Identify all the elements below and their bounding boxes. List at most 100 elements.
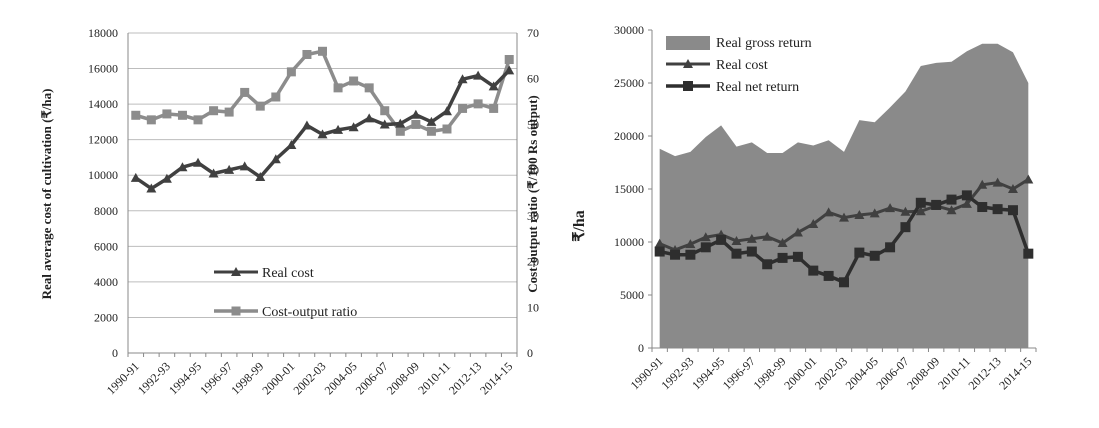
y-tick-label: 2000 [94,310,118,324]
x-tick-label: 2008-09 [904,354,942,392]
real-cost-point [946,205,957,215]
real-cost-point [992,177,1003,187]
real-net-return-point [762,259,773,270]
cost-output-ratio-point [318,46,327,56]
real-cost-point [504,65,515,75]
x-tick-label: 2004-05 [843,354,881,392]
real-cost-point [130,172,141,182]
x-tick-label: 2012-13 [966,354,1004,392]
real-cost-point [762,231,773,241]
real-cost-point [379,119,390,129]
real-cost-point [654,238,665,248]
y2-tick-label: 0 [527,346,533,360]
real-cost-point [457,74,468,84]
x-tick-label: 1998-99 [750,354,788,392]
real-cost-point [1023,174,1034,184]
real-net-return-point [700,242,711,253]
real-net-return-point [977,202,988,213]
real-net-return-point [670,249,681,260]
cost-output-ratio-point [146,115,156,125]
left-chart-x-ticks: 1990-911992-931994-951996-971998-992000-… [104,359,516,397]
real-cost-point [317,129,328,139]
real-cost-point [333,124,344,134]
cost-output-ratio-point [380,106,390,116]
real-net-return-point [685,249,696,260]
cost-output-ratio-point [426,126,436,136]
cost-output-ratio-point [271,92,281,102]
cost-output-ratio-point [349,76,359,86]
real-cost-point [915,206,926,216]
left-chart-axes [127,33,518,357]
x-tick-label: 2006-07 [353,359,391,397]
x-tick-label: 1992-93 [658,354,696,392]
y-tick-label: 4000 [94,275,118,289]
cost-output-ratio-point [131,110,141,120]
legend-swatch-marker [231,306,241,316]
real-cost-point [286,140,297,149]
real-cost-point [239,161,250,171]
real-net-return-point [885,242,896,253]
real-net-return-point [731,248,742,259]
legend-entry-cost-output-ratio [214,306,258,316]
legend-entry-real-cost-right [666,59,710,68]
cost-output-ratio-point [442,124,452,134]
real-cost-point [731,235,742,245]
series-area-real-gross-return [659,43,1029,348]
legend-label-real-gross-return: Real gross return [716,36,812,51]
x-tick-label: 2014-15 [996,354,1034,392]
y2-tick-label: 40 [527,163,539,177]
real-cost-point [488,81,499,91]
y2-tick-label: 30 [527,209,539,223]
x-tick-label: 2010-11 [415,359,453,397]
real-net-return-point [1007,205,1018,216]
real-cost-point [473,70,484,80]
real-cost-point [395,118,406,128]
y-tick-label: 20000 [614,129,644,143]
y-tick-label: 15000 [614,182,644,196]
x-tick-label: 2004-05 [322,359,360,397]
legend-swatch-marker [683,81,693,91]
real-cost-point [146,183,157,193]
cost-output-ratio-point [193,115,203,125]
real-net-return-point [992,204,1003,215]
y-tick-label: 10000 [614,235,644,249]
left-chart-legend: Real cost Cost-output ratio [214,266,357,320]
x-tick-label: 1990-91 [104,359,142,397]
x-tick-label: 1990-91 [628,354,666,392]
real-net-return-point [915,197,926,208]
real-cost-point [746,233,757,243]
real-cost-point [1007,184,1018,193]
real-net-return-point [839,277,849,288]
real-cost-point [193,157,204,167]
y-tick-label: 8000 [94,204,118,218]
real-cost-point [410,109,421,119]
legend-swatch-marker [683,59,693,68]
x-tick-label: 1996-97 [197,359,235,397]
y2-tick-label: 60 [527,72,539,86]
cost-output-ratio-point [473,99,483,109]
left-chart: 0 2000 4000 6000 8000 10000 12000 14000 16000 180… [39,26,540,397]
real-cost-point [208,168,219,178]
right-chart-legend: Real gross return Real cost Real net ret… [666,36,812,95]
y-tick-label: 10000 [88,168,118,182]
x-tick-label: 2002-03 [290,359,328,397]
legend-entry-real-gross-return [666,36,710,50]
x-tick-label: 2014-15 [477,359,515,397]
legend-label-real-net-return: Real net return [716,80,799,95]
real-cost-point [777,238,788,248]
legend-swatch-area [666,36,710,50]
cost-output-ratio-point [240,87,250,97]
left-chart-y2-ticks: 0 10 20 30 40 50 60 70 [527,26,539,360]
left-chart-gridlines [128,32,517,318]
real-cost-point [961,198,972,208]
real-cost-point [301,120,312,130]
x-tick-label: 1994-95 [166,359,204,397]
x-tick-label: 2012-13 [446,359,484,397]
x-tick-label: 2000-01 [781,354,819,392]
real-net-return-point [946,194,957,205]
right-chart-y-ticks: 0 5000 10000 15000 20000 25000 30000 [614,23,644,355]
legend-entry-real-net-return [666,81,710,91]
right-chart-area-series [659,43,1029,348]
